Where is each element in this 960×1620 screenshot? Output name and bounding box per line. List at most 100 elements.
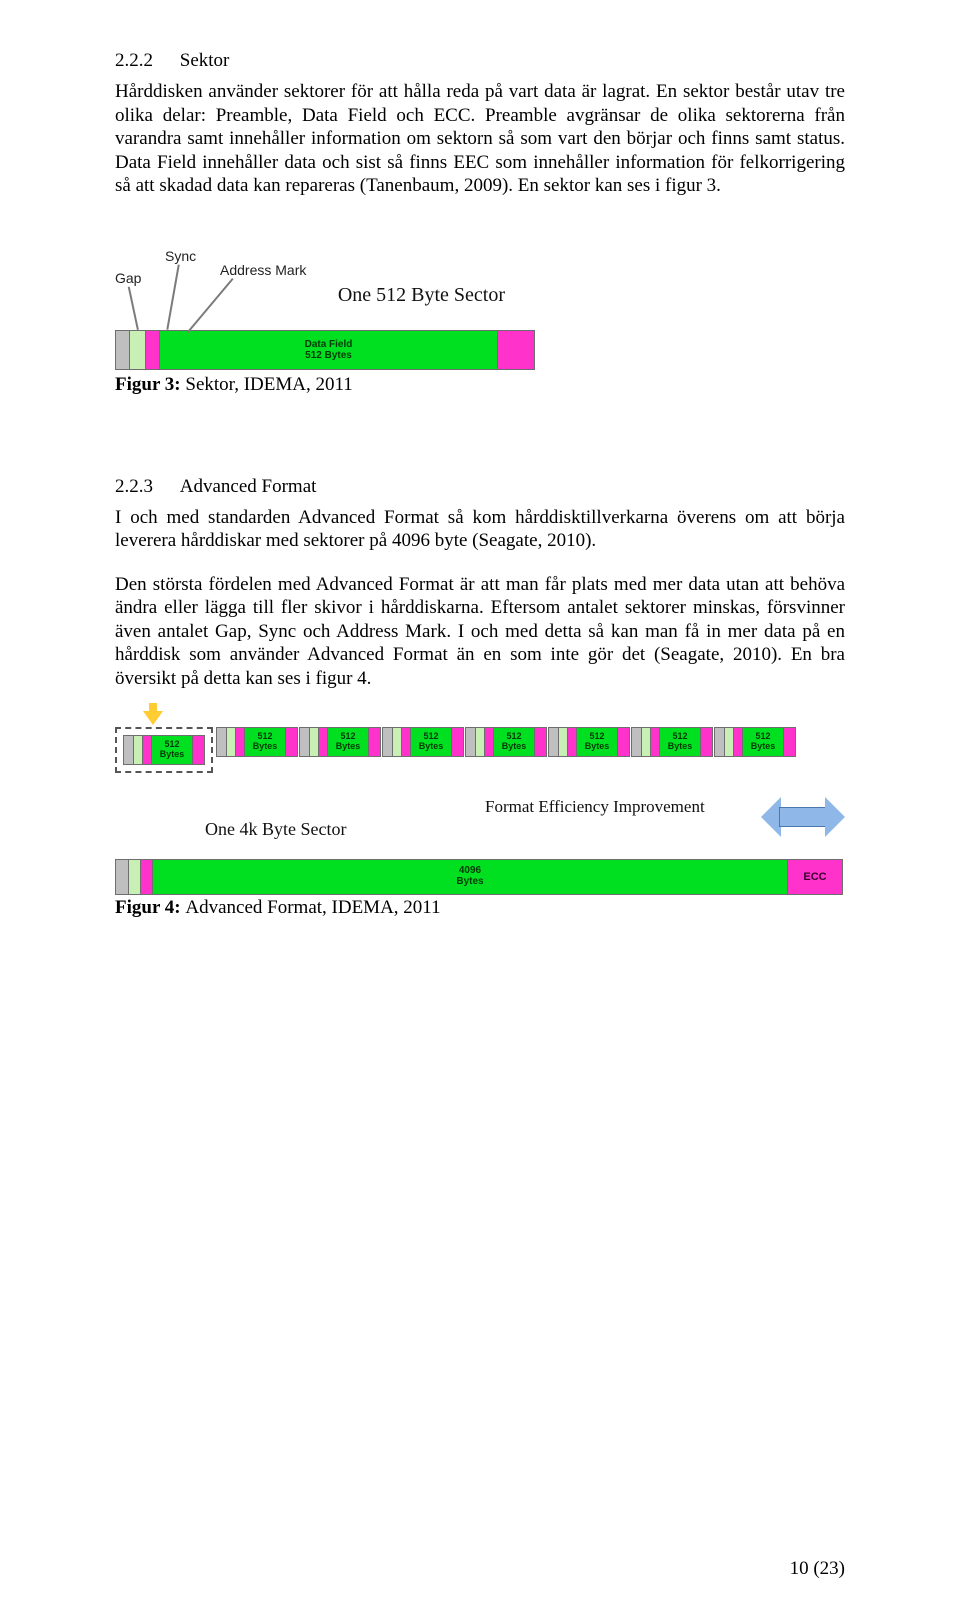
seg-address-mark: [235, 728, 244, 756]
seg-ecc: [784, 728, 795, 756]
heading-title: Advanced Format: [180, 476, 317, 498]
figure-4-512-bar: 512Bytes: [299, 727, 381, 757]
label-gap: Gap: [115, 270, 141, 286]
seg-512-line2: Bytes: [419, 742, 444, 751]
seg-sync: [641, 728, 650, 756]
label-sync: Sync: [165, 248, 196, 264]
seg-ecc-label: ECC: [803, 871, 826, 883]
seg-ecc: [498, 331, 534, 369]
label-efficiency: Format Efficiency Improvement: [485, 797, 705, 817]
figure-4-512-bar: 512Bytes: [465, 727, 547, 757]
seg-data-field: Data Field 512 Bytes: [160, 331, 498, 369]
para-sektor: Hårddisken använder sektorer för att hål…: [115, 80, 845, 198]
figure-4-512-bar: 512Bytes: [631, 727, 713, 757]
figure-3-bar: Data Field 512 Bytes: [115, 330, 535, 370]
seg-512-line2: Bytes: [336, 742, 361, 751]
figure-4-dashed-box: 512 Bytes: [115, 727, 213, 773]
seg-gap: [466, 728, 475, 756]
figure-4: 512 Bytes 512Bytes512Bytes512Bytes512Byt…: [115, 727, 845, 895]
seg-ecc: [618, 728, 629, 756]
seg-sync: [133, 736, 142, 764]
figure-4-caption-bold: Figur 4:: [115, 897, 185, 918]
figure-3-caption-text: Sektor, IDEMA, 2011: [185, 374, 352, 395]
pointer-line: [128, 286, 139, 329]
figure-4-cells: 512Bytes 512Bytes 512Bytes 512Bytes 512Bytes…: [215, 727, 796, 757]
seg-ecc: [369, 728, 380, 756]
seg-address-mark: [142, 736, 151, 764]
seg-ecc: [452, 728, 463, 756]
seg-512-data: 512Bytes: [742, 728, 784, 756]
figure-4-4k-bar: 4096 Bytes ECC: [115, 859, 843, 895]
seg-512-line2: Bytes: [502, 742, 527, 751]
pointer-line: [167, 264, 180, 329]
seg-data-line2: 512 Bytes: [305, 350, 352, 361]
seg-ecc: [286, 728, 297, 756]
seg-sync: [309, 728, 318, 756]
seg-gap: [116, 860, 128, 894]
page-number: 10 (23): [790, 1558, 845, 1580]
figure-4-top-row: 512 Bytes 512Bytes512Bytes512Bytes512Byt…: [115, 727, 845, 787]
seg-gap: [217, 728, 226, 756]
seg-sync: [475, 728, 484, 756]
seg-gap: [715, 728, 724, 756]
seg-512-line2: Bytes: [160, 750, 185, 759]
heading-sektor: 2.2.2 Sektor: [115, 50, 845, 72]
arrow-down-icon: [143, 711, 163, 725]
heading-number: 2.2.2: [115, 50, 153, 72]
seg-address-mark: [650, 728, 659, 756]
seg-4k-line2: Bytes: [456, 877, 483, 888]
seg-data-line1: Data Field: [305, 339, 353, 350]
seg-ecc: [701, 728, 712, 756]
double-arrow-icon: [761, 797, 845, 837]
seg-ecc: [193, 736, 204, 764]
seg-4k-line1: 4096: [459, 866, 481, 877]
seg-gap: [549, 728, 558, 756]
figure-4-512-bar: 512 Bytes: [123, 735, 205, 765]
para-advanced-1: I och med standarden Advanced Format så …: [115, 506, 845, 553]
seg-512-data: 512Bytes: [410, 728, 452, 756]
figure-3-labels: Gap Sync Address Mark One 512 Byte Secto…: [115, 248, 535, 330]
seg-address-mark: [146, 331, 160, 369]
label-address-mark: Address Mark: [220, 262, 306, 278]
seg-sync: [128, 860, 140, 894]
figure-3-title: One 512 Byte Sector: [338, 284, 505, 307]
seg-gap: [300, 728, 309, 756]
seg-address-mark: [318, 728, 327, 756]
seg-address-mark: [484, 728, 493, 756]
seg-sync: [130, 331, 146, 369]
seg-ecc: ECC: [788, 860, 842, 894]
figure-4-512-bar: 512Bytes: [714, 727, 796, 757]
para-advanced-2: Den största fördelen med Advanced Format…: [115, 573, 845, 691]
seg-512-data: 512Bytes: [244, 728, 286, 756]
seg-gap: [124, 736, 133, 764]
heading-number: 2.2.3: [115, 476, 153, 498]
figure-3-caption-bold: Figur 3:: [115, 374, 185, 395]
seg-address-mark: [140, 860, 152, 894]
seg-ecc: [535, 728, 546, 756]
seg-sync: [558, 728, 567, 756]
figure-4-caption-text: Advanced Format, IDEMA, 2011: [185, 897, 440, 918]
figure-3: Gap Sync Address Mark One 512 Byte Secto…: [115, 248, 535, 370]
seg-512-data: 512 Bytes: [151, 736, 193, 764]
heading-advanced-format: 2.2.3 Advanced Format: [115, 476, 845, 498]
seg-address-mark: [401, 728, 410, 756]
seg-512-data: 512Bytes: [493, 728, 535, 756]
seg-address-mark: [733, 728, 742, 756]
seg-address-mark: [567, 728, 576, 756]
figure-4-caption: Figur 4: Advanced Format, IDEMA, 2011: [115, 897, 845, 919]
figure-4-512-bar: 512Bytes: [548, 727, 630, 757]
seg-512-data: 512Bytes: [576, 728, 618, 756]
seg-sync: [226, 728, 235, 756]
seg-gap: [632, 728, 641, 756]
seg-gap: [383, 728, 392, 756]
label-one-4k: One 4k Byte Sector: [205, 819, 346, 840]
seg-512-data: 512Bytes: [327, 728, 369, 756]
seg-512-line2: Bytes: [668, 742, 693, 751]
figure-4-512-bar: 512Bytes: [216, 727, 298, 757]
figure-4-512-bar: 512Bytes: [382, 727, 464, 757]
seg-sync: [392, 728, 401, 756]
seg-512-line2: Bytes: [751, 742, 776, 751]
heading-title: Sektor: [180, 50, 230, 72]
seg-512-data: 512Bytes: [659, 728, 701, 756]
seg-512-line2: Bytes: [253, 742, 278, 751]
